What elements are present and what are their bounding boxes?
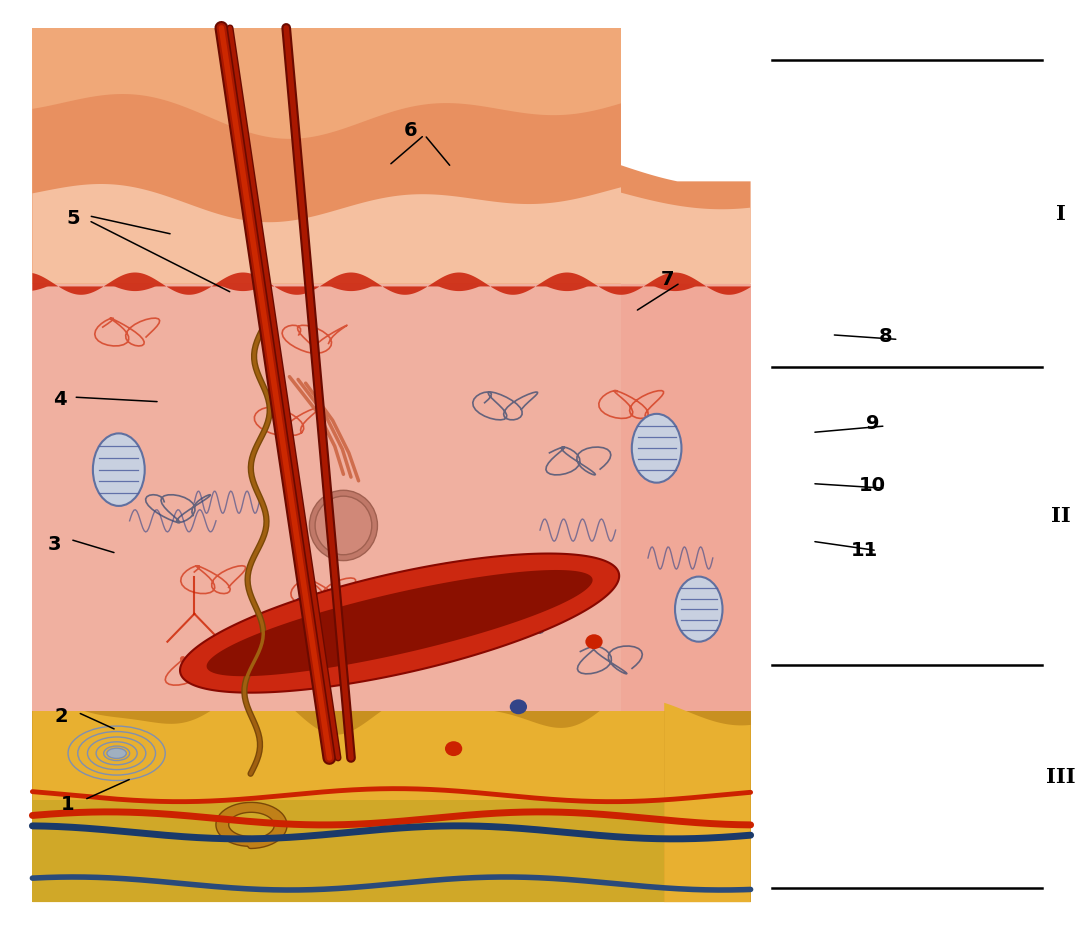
Circle shape: [207, 671, 225, 686]
Ellipse shape: [310, 490, 378, 561]
Text: III: III: [1045, 766, 1076, 787]
Ellipse shape: [93, 433, 145, 506]
Text: 3: 3: [48, 535, 60, 553]
Text: 9: 9: [866, 414, 879, 432]
Ellipse shape: [315, 497, 372, 554]
Circle shape: [294, 597, 311, 612]
Text: 2: 2: [55, 707, 68, 725]
Polygon shape: [32, 800, 751, 902]
Text: 4: 4: [53, 391, 66, 409]
Polygon shape: [206, 570, 593, 676]
Polygon shape: [32, 284, 751, 711]
Polygon shape: [32, 687, 751, 902]
Text: 8: 8: [879, 327, 892, 346]
Polygon shape: [32, 711, 751, 902]
Text: 6: 6: [404, 121, 417, 140]
Polygon shape: [621, 193, 751, 284]
Polygon shape: [32, 28, 621, 284]
Polygon shape: [180, 553, 619, 693]
Text: I: I: [1055, 204, 1066, 224]
Polygon shape: [664, 703, 751, 902]
Text: 5: 5: [67, 209, 80, 228]
Circle shape: [585, 634, 603, 649]
Text: II: II: [1051, 506, 1070, 526]
Polygon shape: [664, 711, 751, 902]
Text: 1: 1: [62, 795, 75, 814]
Text: 10: 10: [860, 476, 887, 495]
Ellipse shape: [632, 414, 681, 483]
Ellipse shape: [107, 748, 126, 759]
Circle shape: [510, 699, 527, 714]
Circle shape: [369, 644, 387, 658]
Polygon shape: [621, 166, 751, 284]
Circle shape: [445, 741, 462, 756]
Polygon shape: [32, 94, 621, 284]
Polygon shape: [32, 184, 621, 284]
Text: 11: 11: [850, 541, 878, 560]
Polygon shape: [621, 284, 751, 711]
Polygon shape: [32, 272, 751, 295]
Text: 7: 7: [661, 270, 674, 288]
Ellipse shape: [675, 577, 723, 642]
